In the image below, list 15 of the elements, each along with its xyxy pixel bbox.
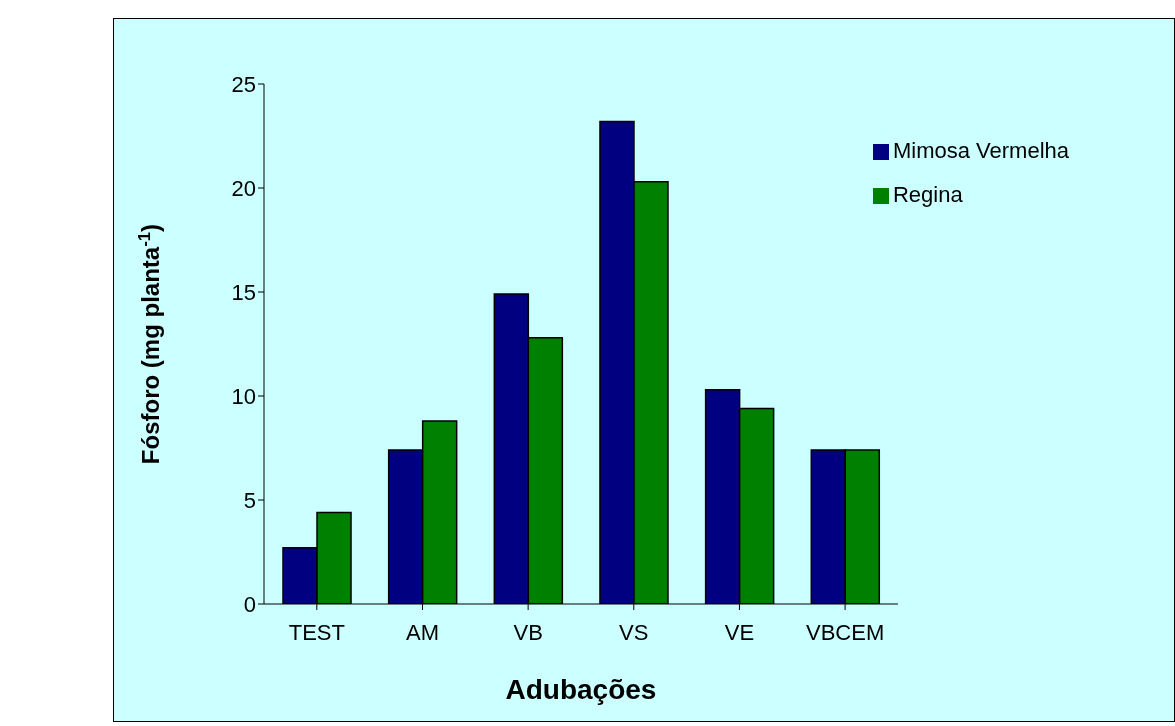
y-tick-label: 20 [231, 175, 256, 201]
y-tick-label: 10 [231, 383, 256, 409]
x-tick-label: VS [619, 619, 649, 645]
y-tick-label: 0 [243, 591, 256, 617]
x-tick-label: VE [724, 619, 755, 645]
legend-label: Regina [892, 182, 963, 207]
legend-label: Mimosa Vermelha [892, 138, 1069, 163]
x-tick-label: AM [405, 619, 439, 645]
y-tick-label: 5 [243, 487, 256, 513]
x-tick-label: TEST [288, 619, 345, 645]
y-tick-label: 15 [231, 279, 256, 305]
x-axis-title: Adubações [505, 674, 657, 705]
x-tick-label: VBCEM [805, 619, 885, 645]
y-tick-label: 25 [231, 71, 256, 97]
x-tick-label: VB [513, 619, 543, 645]
